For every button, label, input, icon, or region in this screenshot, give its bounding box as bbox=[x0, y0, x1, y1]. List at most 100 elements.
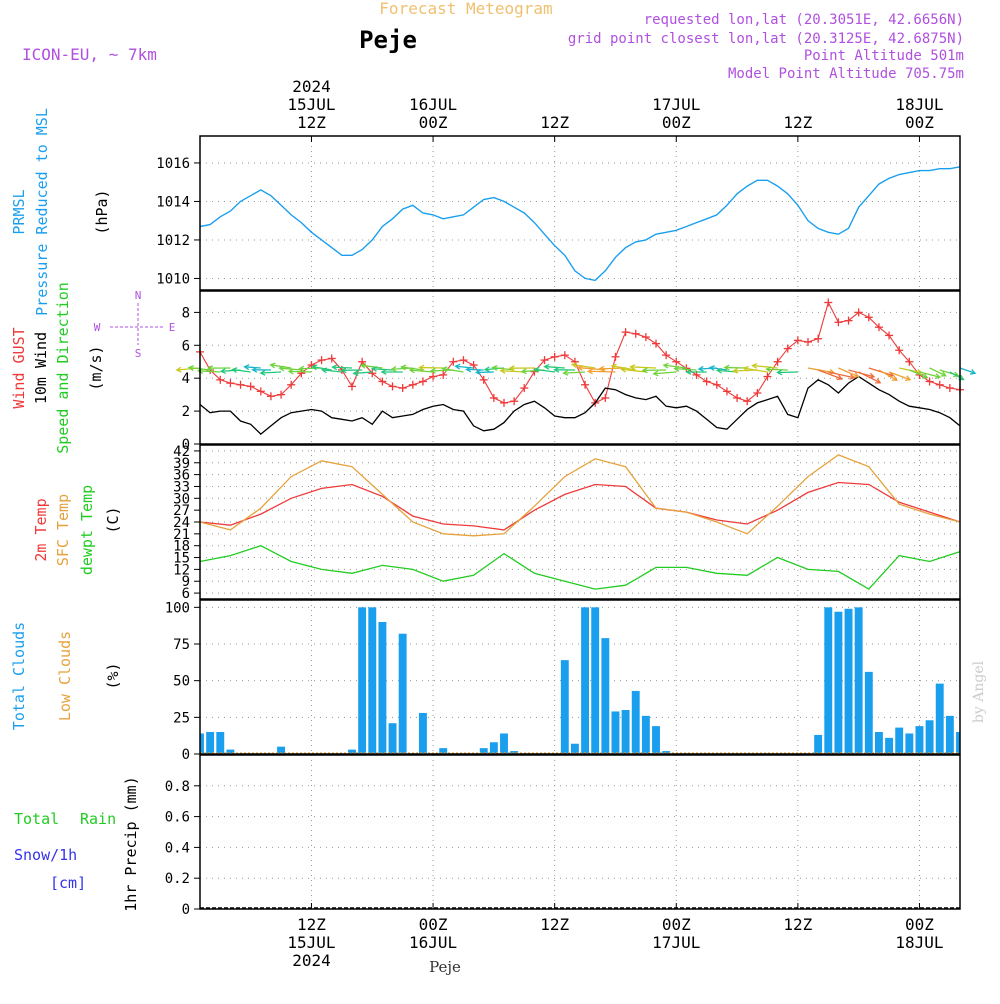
wind-direction-arrow bbox=[630, 367, 656, 368]
precip-cm-label: [cm] bbox=[50, 874, 86, 892]
y-tick-label: 4 bbox=[182, 371, 190, 387]
wind-speed-line bbox=[200, 377, 960, 435]
cloud-bar bbox=[389, 723, 397, 753]
cloud-bar bbox=[885, 738, 893, 753]
wind-direction-arrow bbox=[261, 372, 281, 373]
sfc-temp-line bbox=[200, 455, 960, 536]
wind-direction-arrow bbox=[372, 369, 392, 370]
cloud-bar bbox=[642, 716, 650, 753]
compass-w: W bbox=[94, 321, 101, 334]
panel-frame bbox=[200, 136, 960, 290]
y-tick-label: 0.4 bbox=[165, 840, 190, 856]
bottom-time-label: 12Z bbox=[297, 915, 326, 934]
model-label: ICON-EU, ~ 7km bbox=[22, 45, 157, 64]
bottom-time-label: 00Z bbox=[419, 915, 448, 934]
point-altitude: Point Altitude 501m bbox=[804, 48, 964, 64]
cloud-bar bbox=[581, 607, 589, 753]
wind-unit: (m/s) bbox=[87, 345, 105, 390]
wind-direction-arrow bbox=[332, 367, 352, 368]
top-time-label: 00Z bbox=[905, 113, 934, 132]
y-tick-label: 1010 bbox=[156, 271, 190, 287]
compass-rose: N S W E bbox=[94, 289, 176, 360]
bottom-time-label: 12Z bbox=[540, 915, 569, 934]
cloud-bar bbox=[591, 607, 599, 753]
y-tick-label: 0.6 bbox=[165, 810, 190, 826]
cloud-bar bbox=[814, 735, 822, 753]
cloud-bar bbox=[895, 728, 903, 753]
cloud-bar bbox=[277, 747, 285, 753]
precip-unit: 1hr Precip (mm) bbox=[122, 776, 140, 911]
gust-label: Wind GUST bbox=[10, 327, 28, 408]
cloud-bar bbox=[946, 716, 954, 753]
clouds-unit: (%) bbox=[104, 662, 122, 689]
precip-total-label: Total bbox=[14, 810, 59, 828]
cloud-bar bbox=[834, 612, 842, 753]
bottom-time-label: 00Z bbox=[662, 915, 691, 934]
cloud-bar bbox=[612, 711, 620, 753]
compass-e: E bbox=[169, 321, 176, 334]
pressure-line bbox=[200, 167, 960, 281]
pressure-label-2: Pressure Reduced to MSL bbox=[33, 108, 51, 316]
pressure-unit: (hPa) bbox=[93, 189, 111, 234]
axes-layer: 1010101210141016024686912151821242730333… bbox=[156, 77, 960, 970]
total-clouds-label: Total Clouds bbox=[10, 622, 28, 730]
cloud-bar bbox=[358, 607, 366, 753]
bottom-location: Peje bbox=[429, 958, 461, 976]
bottom-time-label: 18JUL bbox=[895, 933, 943, 952]
top-time-label: 12Z bbox=[540, 113, 569, 132]
panel-frame bbox=[200, 755, 960, 909]
credit-text: by Angel bbox=[971, 660, 987, 723]
y-tick-label: 0 bbox=[182, 902, 190, 918]
cloud-bar bbox=[652, 726, 660, 753]
location-title: Peje bbox=[359, 26, 417, 54]
model-altitude: Model Point Altitude 705.75m bbox=[728, 66, 964, 82]
grid-point-coords: grid point closest lon,lat (20.3125E, 42… bbox=[568, 31, 964, 47]
requested-coords: requested lon,lat (20.3051E, 42.6656N) bbox=[644, 12, 964, 28]
top-time-label: 18JUL bbox=[895, 95, 943, 114]
y-tick-label: 1014 bbox=[156, 194, 190, 210]
wind-direction-arrow bbox=[675, 369, 697, 370]
y-tick-label: 0 bbox=[182, 747, 190, 763]
cloud-bar bbox=[571, 744, 579, 753]
wind-direction-arrow bbox=[289, 371, 311, 372]
cloud-bar bbox=[419, 713, 427, 753]
dewpt-label: dewpt Temp bbox=[78, 485, 96, 575]
cloud-bar bbox=[855, 607, 863, 753]
cloud-bar bbox=[865, 672, 873, 753]
y-tick-label: 100 bbox=[165, 600, 190, 616]
top-time-label: 00Z bbox=[662, 113, 691, 132]
cloud-bar bbox=[399, 634, 407, 753]
cloud-bar bbox=[916, 726, 924, 753]
cloud-bar bbox=[824, 607, 832, 753]
compass-n: N bbox=[135, 289, 142, 302]
cloud-bar bbox=[875, 732, 883, 753]
cloud-bar bbox=[926, 720, 934, 753]
top-time-label: 16JUL bbox=[409, 95, 457, 114]
cloud-bar bbox=[601, 638, 609, 753]
y-tick-label: 1016 bbox=[156, 156, 190, 172]
precip-rain-label: Rain bbox=[80, 810, 116, 828]
y-tick-label: 42 bbox=[173, 444, 190, 460]
temp-2m-line bbox=[200, 483, 960, 530]
y-tick-label: 2 bbox=[182, 404, 190, 420]
y-tick-label: 1012 bbox=[156, 233, 190, 249]
cloud-bar bbox=[480, 748, 488, 753]
cloud-bar bbox=[439, 748, 447, 753]
temp-label: 2m Temp bbox=[32, 498, 50, 561]
bottom-time-label: 16JUL bbox=[409, 933, 457, 952]
cloud-bar bbox=[378, 622, 386, 753]
cloud-bar bbox=[905, 733, 913, 753]
wind-direction-arrow bbox=[859, 372, 880, 383]
y-tick-label: 75 bbox=[173, 637, 190, 653]
top-time-label: 00Z bbox=[419, 113, 448, 132]
wind-direction-arrow bbox=[767, 369, 788, 370]
bottom-time-label: 15JUL bbox=[287, 933, 335, 952]
cloud-bar bbox=[500, 733, 508, 753]
y-tick-label: 6 bbox=[182, 338, 190, 354]
grid-layer bbox=[200, 136, 960, 909]
wind-direction-arrow bbox=[588, 371, 615, 372]
precip-snow-label: Snow/1h bbox=[14, 846, 77, 864]
wind-direction-arrow bbox=[777, 372, 797, 373]
